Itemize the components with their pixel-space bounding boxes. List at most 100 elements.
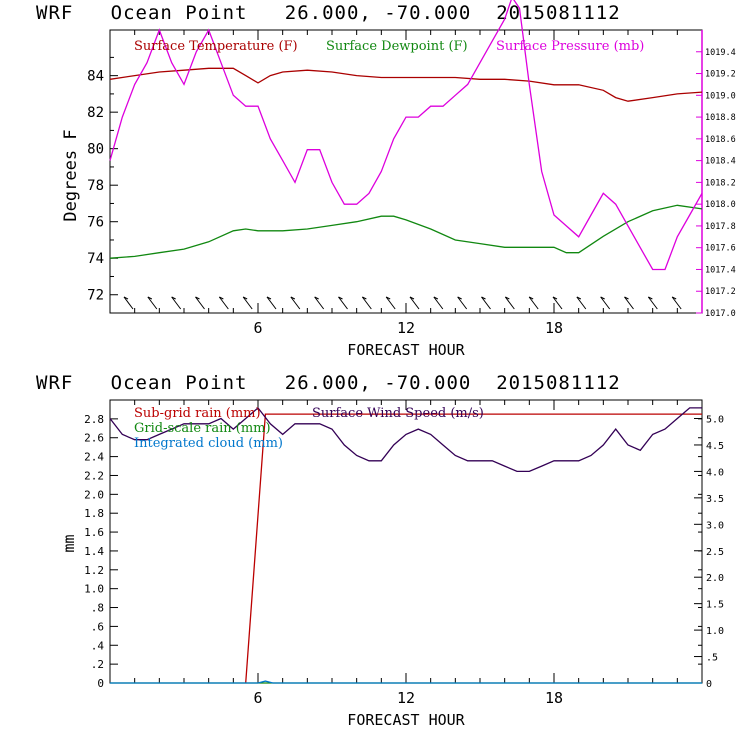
wind-barb-staff xyxy=(647,296,658,310)
top-y2-tick-label: 1017.4 xyxy=(705,265,736,275)
bottom-y-tick-label: 2.8 xyxy=(84,413,104,426)
top-series-pressure-line xyxy=(109,0,703,271)
legend-surface-temperature: Surface Temperature (F) xyxy=(134,39,298,54)
top-y-tick-label: 84 xyxy=(87,69,104,85)
wind-barb-staff xyxy=(242,296,253,310)
wind-barb-flag xyxy=(671,296,677,300)
wind-barb-flag xyxy=(648,296,653,300)
top-y-tick-label: 80 xyxy=(87,142,104,158)
bottom-y2-tick-label: 4.0 xyxy=(706,467,724,478)
top-y2-tick-label: 1017.8 xyxy=(705,222,736,232)
wind-barb-staff xyxy=(409,296,420,310)
top-y-tick-label: 76 xyxy=(87,215,104,231)
top-chart-title: WRF Ocean Point 26.000, -70.000 20150811… xyxy=(36,2,621,24)
bottom-y-axis-label: mm xyxy=(60,534,78,552)
wind-barb-flag xyxy=(385,296,391,300)
top-y-tick-label: 82 xyxy=(87,105,104,121)
wind-barb-staff xyxy=(457,296,468,310)
wind-barb-flag xyxy=(505,296,510,300)
wind-barb-staff xyxy=(218,296,229,310)
wind-barb-flag xyxy=(123,296,129,300)
bottom-series-cloud-line xyxy=(110,680,702,684)
bottom-x-tick-label: 18 xyxy=(545,689,563,707)
bottom-y2-tick-label: 1.0 xyxy=(706,626,724,637)
bottom-series-wind-line xyxy=(109,406,702,473)
bottom-y2-tick-label: 2.5 xyxy=(706,547,724,558)
bottom-y-tick-label: 2.2 xyxy=(84,469,104,482)
bottom-x-axis-label: FORECAST HOUR xyxy=(347,711,465,729)
wind-barb-flag xyxy=(600,296,605,300)
wind-barb-flag xyxy=(266,296,272,300)
top-plot-frame xyxy=(109,29,703,314)
wind-barb-flag xyxy=(314,296,319,300)
bottom-chart-title: WRF Ocean Point 26.000, -70.000 20150811… xyxy=(36,372,621,394)
wind-barb-staff xyxy=(624,296,634,310)
top-series-dewpoint-line xyxy=(109,204,703,259)
wind-barb-staff xyxy=(504,296,515,310)
wind-barb-flag xyxy=(624,296,629,300)
wind-barb-flag xyxy=(552,296,558,300)
wind-barb-flag xyxy=(290,296,296,300)
wind-barb-staff xyxy=(338,296,348,310)
top-y2-tick-label: 1018.2 xyxy=(705,178,736,188)
legend-surface-wind-speed: Surface Wind Speed (m/s) xyxy=(312,406,484,421)
wind-barb-flag xyxy=(338,296,343,300)
top-y2-tick-label: 1018.4 xyxy=(705,157,736,167)
bottom-y2-tick-label: 3.0 xyxy=(706,520,724,531)
bottom-y-tick-label: 1.4 xyxy=(84,545,104,558)
bottom-y2-tick-label: 3.5 xyxy=(706,494,724,505)
top-series-temperature-line xyxy=(109,67,703,102)
wind-barb-flag xyxy=(433,296,439,300)
bottom-y2-tick-label: 1.5 xyxy=(706,600,724,611)
bottom-y-tick-label: .2 xyxy=(91,658,104,671)
wind-barb-staff xyxy=(290,296,301,310)
wind-barb-flag xyxy=(242,296,248,300)
bottom-y-tick-label: 1.8 xyxy=(84,507,104,520)
wind-barb-flag xyxy=(528,296,534,300)
bottom-y2-tick-label: .5 xyxy=(706,653,718,664)
wind-barb-staff xyxy=(600,296,611,310)
bottom-y-tick-label: 2.4 xyxy=(84,451,104,464)
wind-barb-staff xyxy=(433,296,444,310)
bottom-y-tick-label: 2.6 xyxy=(84,432,104,445)
wind-barb-staff xyxy=(576,296,587,310)
top-y-tick-label: 72 xyxy=(87,288,104,304)
bottom-y-tick-label: 2.0 xyxy=(84,488,104,501)
bottom-y-tick-label: 1.2 xyxy=(84,564,104,577)
bottom-series-subgrid-rain-line xyxy=(245,413,702,684)
top-y2-tick-label: 1019.0 xyxy=(705,91,736,101)
top-y2-tick-label: 1019.2 xyxy=(705,70,736,80)
bottom-y-tick-label: 0 xyxy=(97,677,104,690)
bottom-y2-tick-label: 5.0 xyxy=(706,415,724,426)
wind-barb-flag xyxy=(409,296,415,300)
top-y-tick-label: 74 xyxy=(87,251,104,267)
bottom-y-tick-label: .6 xyxy=(91,620,104,633)
wind-barb-staff xyxy=(385,296,396,310)
wind-barb-flag xyxy=(457,296,462,300)
bottom-y-tick-label: 1.0 xyxy=(84,583,104,596)
top-y-tick-label: 78 xyxy=(87,178,104,194)
wind-barb-staff xyxy=(147,296,158,310)
top-x-tick-label: 18 xyxy=(545,319,563,337)
wind-barb-flag xyxy=(576,296,582,300)
wind-barb-staff xyxy=(266,296,277,310)
bottom-y2-tick-label: 0 xyxy=(706,679,712,690)
top-y2-tick-label: 1017.2 xyxy=(705,287,736,297)
bottom-y-tick-label: .8 xyxy=(91,602,104,615)
bottom-x-tick-label: 6 xyxy=(253,689,262,707)
top-y-axis-label: Degrees F xyxy=(61,129,81,221)
wind-barb-staff xyxy=(528,296,539,310)
top-y2-tick-label: 1018.0 xyxy=(705,200,736,210)
legend-grid-scale-rain: Grid-scale rain (mm) xyxy=(134,421,271,436)
wind-barb-staff xyxy=(195,296,205,310)
bottom-y2-tick-label: 4.5 xyxy=(706,441,724,452)
wind-barb-flag xyxy=(481,296,486,300)
wind-barb-staff xyxy=(361,296,372,310)
wind-barb-flag xyxy=(195,296,200,300)
bottom-y2-tick-label: 2.0 xyxy=(706,573,724,584)
wind-barb-staff xyxy=(552,296,563,310)
top-y2-tick-label: 1018.8 xyxy=(705,113,736,123)
top-y2-tick-label: 1017.6 xyxy=(705,244,736,254)
bottom-y-tick-label: .4 xyxy=(91,639,105,652)
wind-barb-flag xyxy=(171,296,176,300)
